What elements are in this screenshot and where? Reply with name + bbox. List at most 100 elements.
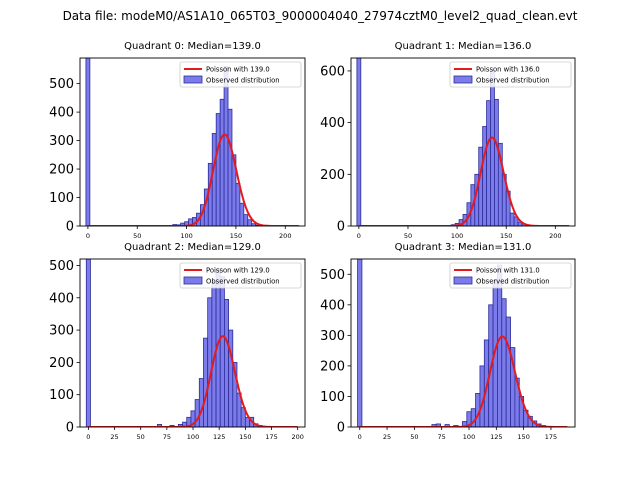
histogram-bar (239, 202, 245, 226)
legend-label-poisson: Poisson with 129.0 (206, 267, 270, 275)
panel-title: Quadrant 0: Median=139.0 (124, 41, 261, 52)
x-tick-label: 50 (137, 433, 145, 441)
legend-bar-swatch (183, 276, 203, 285)
histogram-bar (228, 329, 234, 427)
figure-suptitle: Data file: modeM0/AS1A10_065T03_90000040… (63, 9, 578, 23)
poisson-curve (87, 133, 300, 226)
y-tick-label: 300 (320, 329, 345, 344)
histogram-bar (490, 70, 495, 226)
legend: Poisson with 136.0 Observed distribution (449, 61, 572, 88)
y-tick-label: 500 (49, 259, 74, 274)
panel-quadrant-2: 0 25 50 75 100 125 150 175 200 0 100 200 300 400 500 Qu… (49, 242, 306, 441)
y-tick-label: 100 (49, 191, 74, 206)
x-tick-label: 50 (410, 433, 418, 441)
histogram-bar (435, 423, 442, 427)
histogram-bar (444, 424, 450, 427)
y-tick-label: 200 (320, 359, 345, 374)
legend-label-observed: Observed distribution (476, 278, 550, 286)
x-tick-label: 100 (187, 433, 199, 441)
histogram-bar (247, 219, 253, 226)
x-tick-label: 0 (358, 433, 362, 441)
panel-title: Quadrant 3: Median=131.0 (395, 242, 532, 253)
histogram-bar (219, 276, 225, 427)
y-tick-label: 0 (337, 421, 345, 436)
histogram-bar (224, 298, 230, 427)
histogram-bar (235, 182, 241, 226)
panel-title: Quadrant 2: Median=129.0 (124, 242, 261, 253)
legend-bar-swatch (183, 75, 203, 84)
histogram-bar (486, 100, 491, 226)
y-tick-label: 200 (49, 356, 74, 371)
legend: Poisson with 131.0 Observed distribution (449, 262, 572, 289)
histogram-bar (478, 146, 484, 226)
x-tick-label: 100 (180, 232, 192, 240)
histogram-bar (227, 108, 233, 226)
x-tick-label: 200 (291, 433, 303, 441)
legend: Poisson with 139.0 Observed distribution (179, 61, 302, 88)
histogram-bar (482, 126, 487, 226)
y-tick-label: 500 (49, 77, 74, 92)
x-tick-label: 0 (86, 232, 90, 240)
axes-frame (350, 258, 576, 428)
legend-label-poisson: Poisson with 131.0 (476, 267, 540, 275)
legend-label-observed: Observed distribution (206, 77, 280, 85)
y-tick-label: 400 (49, 106, 74, 121)
histogram-bar (211, 133, 217, 226)
y-tick-label: 300 (49, 324, 74, 339)
y-tick-label: 100 (49, 388, 74, 403)
axes-frame (79, 258, 306, 428)
x-tick-label: 50 (404, 232, 412, 240)
histogram-bar (501, 298, 507, 427)
plot-area (85, 259, 298, 427)
axes-frame (350, 57, 576, 227)
legend: Poisson with 129.0 Observed distribution (179, 262, 302, 289)
x-tick-label: 150 (230, 232, 242, 240)
x-tick-label: 75 (438, 433, 446, 441)
panel-quadrant-0: 0 50 100 150 200 0 100 200 300 400 500 Quadrant 0: … (49, 41, 306, 240)
x-tick-label: 200 (279, 232, 291, 240)
histogram-bar (505, 316, 511, 427)
x-tick-label: 100 (451, 232, 463, 240)
y-tick-label: 200 (320, 168, 345, 183)
x-tick-label: 100 (463, 433, 475, 441)
plot-area (357, 259, 568, 427)
x-tick-label: 175 (265, 433, 277, 441)
legend-label-poisson: Poisson with 136.0 (476, 66, 540, 74)
histogram-bar (243, 214, 249, 226)
poisson-curve (359, 335, 568, 427)
histogram-bar (509, 212, 515, 226)
y-tick-label: 0 (66, 220, 74, 235)
panel-quadrant-3: 0 25 50 75 100 125 150 175 0 100 200 300 400 500 Quadr… (320, 242, 576, 441)
y-tick-label: 100 (320, 390, 345, 405)
axes-frame (79, 57, 306, 227)
x-tick-label: 0 (357, 232, 361, 240)
legend-bar-swatch (453, 75, 473, 84)
histogram-bar-spike (356, 58, 362, 226)
histogram-bar (215, 113, 221, 226)
y-tick-label: 600 (320, 64, 345, 79)
y-tick-label: 400 (320, 298, 345, 313)
legend-bar-swatch (453, 276, 473, 285)
x-tick-label: 50 (133, 232, 141, 240)
x-tick-label: 125 (490, 433, 502, 441)
poisson-curve (358, 136, 570, 226)
panel-title: Quadrant 1: Median=136.0 (395, 41, 532, 52)
legend-box (179, 262, 302, 289)
histogram-bar (198, 378, 204, 427)
x-tick-label: 0 (86, 433, 90, 441)
y-tick-label: 0 (66, 421, 74, 436)
legend-box (449, 61, 572, 88)
histogram-bar (223, 66, 229, 226)
x-tick-label: 25 (383, 433, 391, 441)
y-tick-label: 400 (320, 116, 345, 131)
x-tick-label: 150 (500, 232, 512, 240)
legend-label-observed: Observed distribution (476, 77, 550, 85)
legend-label-observed: Observed distribution (206, 278, 280, 286)
histogram-bar (497, 264, 503, 427)
histogram-bar-spike (85, 259, 91, 427)
histogram-bar (494, 98, 499, 226)
histogram-bar (219, 98, 225, 226)
x-tick-label: 200 (549, 232, 561, 240)
